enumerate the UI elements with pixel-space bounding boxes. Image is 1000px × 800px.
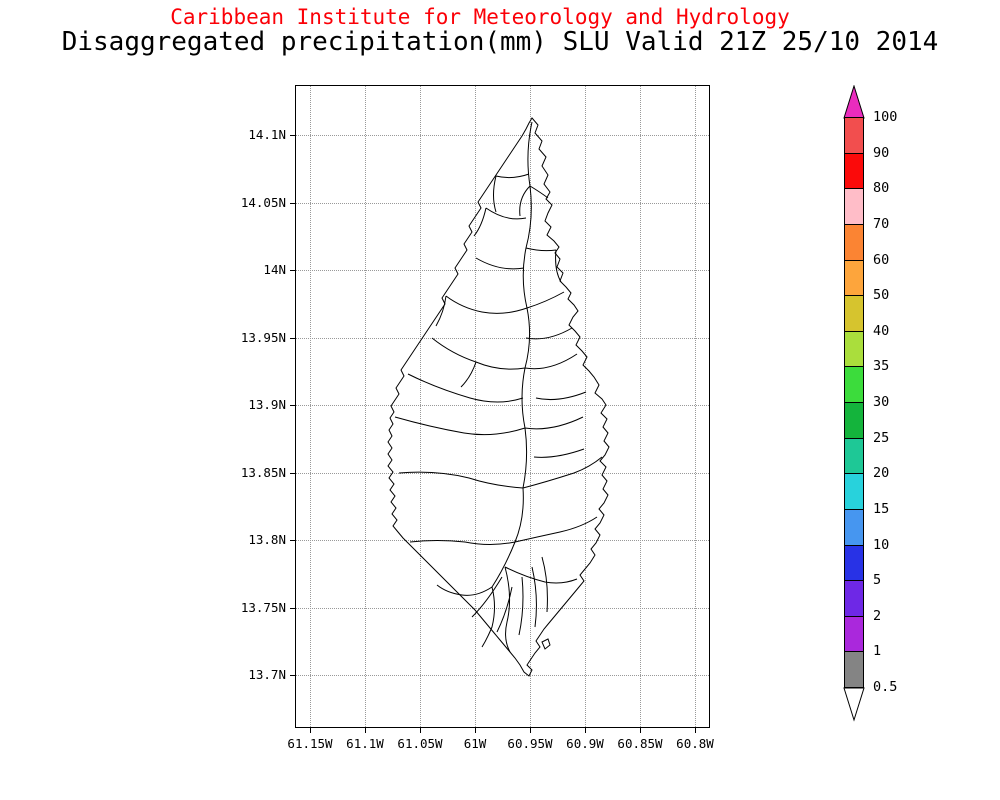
coastline-path [387, 117, 610, 677]
colorbar-label: 10 [873, 536, 890, 553]
lon-tick [420, 728, 421, 733]
lat-gridline [296, 675, 709, 676]
saint-lucia-map [387, 117, 610, 677]
lon-label: 60.9W [566, 736, 604, 751]
colorbar-label: 0.5 [873, 679, 898, 695]
lat-gridline [296, 405, 709, 406]
lat-gridline [296, 270, 709, 271]
lat-gridline [296, 540, 709, 541]
lat-gridline [296, 607, 709, 609]
lon-label: 61.15W [287, 736, 333, 751]
lon-gridline [695, 86, 696, 727]
lat-label: 13.8N [248, 532, 286, 547]
lon-gridline [365, 86, 366, 727]
colorbar-label: 40 [873, 322, 890, 339]
colorbar-segment [844, 438, 864, 474]
lat-label: 13.7N [248, 667, 286, 682]
map-plot-area [295, 85, 710, 728]
colorbar-segment [844, 117, 864, 154]
colorbar-label: 60 [873, 251, 890, 268]
lon-label: 61.05W [397, 736, 443, 751]
colorbar-segment [844, 545, 864, 581]
lon-tick [310, 728, 311, 733]
lat-label: 13.9N [248, 397, 286, 412]
colorbar-label: 20 [873, 465, 890, 482]
lat-tick [290, 472, 295, 474]
lat-gridline [296, 135, 709, 136]
colorbar-segment [844, 153, 864, 189]
colorbar-arrow-top-shape [843, 85, 865, 119]
figure-title: Caribbean Institute for Meteorology and … [170, 5, 790, 29]
lat-label: 13.75N [240, 599, 286, 615]
colorbar-label: 100 [873, 109, 898, 125]
lat-tick [290, 607, 295, 609]
lon-gridline [640, 86, 641, 727]
lat-gridline [296, 202, 709, 204]
lon-tick [585, 728, 586, 733]
lon-tick [365, 728, 366, 733]
colorbar-label: 2 [873, 607, 882, 624]
colorbar-label: 80 [873, 180, 890, 197]
colorbar-label: 50 [873, 287, 890, 304]
colorbar-segment [844, 651, 864, 688]
lon-gridline [310, 86, 311, 727]
colorbar-label: 5 [873, 572, 882, 589]
lat-label: 14.05N [240, 194, 286, 210]
lat-label: 13.85N [240, 464, 286, 480]
colorbar-segment [844, 616, 864, 652]
colorbar-segment [844, 509, 864, 546]
colorbar-label: 15 [873, 500, 890, 517]
islet-path [541, 638, 551, 650]
colorbar-segment [844, 224, 864, 261]
lon-label: 60.85W [617, 736, 663, 751]
lat-tick [290, 675, 295, 676]
colorbar-label: 90 [873, 144, 890, 161]
lon-label: 61.1W [346, 736, 384, 751]
lat-tick [290, 202, 295, 204]
colorbar-segment [844, 295, 864, 332]
lon-gridline [530, 86, 531, 727]
colorbar-label: 25 [873, 429, 890, 446]
lat-gridline [296, 337, 709, 339]
colorbar-arrow-top [843, 85, 865, 119]
colorbar-label: 70 [873, 215, 890, 232]
colorbar-arrow-bottom [843, 687, 865, 722]
colorbar-segment [844, 331, 864, 367]
lat-tick [290, 135, 295, 136]
colorbar-label: 30 [873, 394, 890, 410]
colorbar-segment [844, 580, 864, 617]
watershed-lines-path [394, 121, 603, 653]
lat-label: 14N [263, 262, 286, 277]
colorbar-segment [844, 188, 864, 225]
lat-tick [290, 540, 295, 541]
lon-label: 60.8W [676, 736, 714, 751]
lon-tick [695, 728, 696, 733]
lat-label: 13.95N [240, 329, 286, 345]
lat-tick [290, 270, 295, 271]
lat-gridline [296, 472, 709, 474]
lon-gridline [420, 86, 421, 727]
lat-label: 14.1N [248, 127, 286, 142]
colorbar-segment [844, 473, 864, 510]
lon-label: 60.95W [507, 736, 553, 751]
colorbar-segment [844, 260, 864, 296]
lon-tick [475, 728, 476, 733]
colorbar-label: 1 [873, 643, 882, 660]
figure-subtitle: Disaggregated precipitation(mm) SLU Vali… [61, 27, 939, 57]
colorbar-segment [844, 366, 864, 403]
lat-tick [290, 337, 295, 339]
colorbar-segment [844, 402, 864, 439]
lon-tick [640, 728, 641, 733]
colorbar-arrow-bottom-shape [843, 687, 865, 722]
lon-tick [530, 728, 531, 733]
lon-gridline [475, 86, 476, 727]
lat-tick [290, 405, 295, 406]
lon-gridline [585, 86, 586, 727]
lon-label: 61W [463, 736, 487, 751]
colorbar-label: 35 [873, 358, 890, 375]
